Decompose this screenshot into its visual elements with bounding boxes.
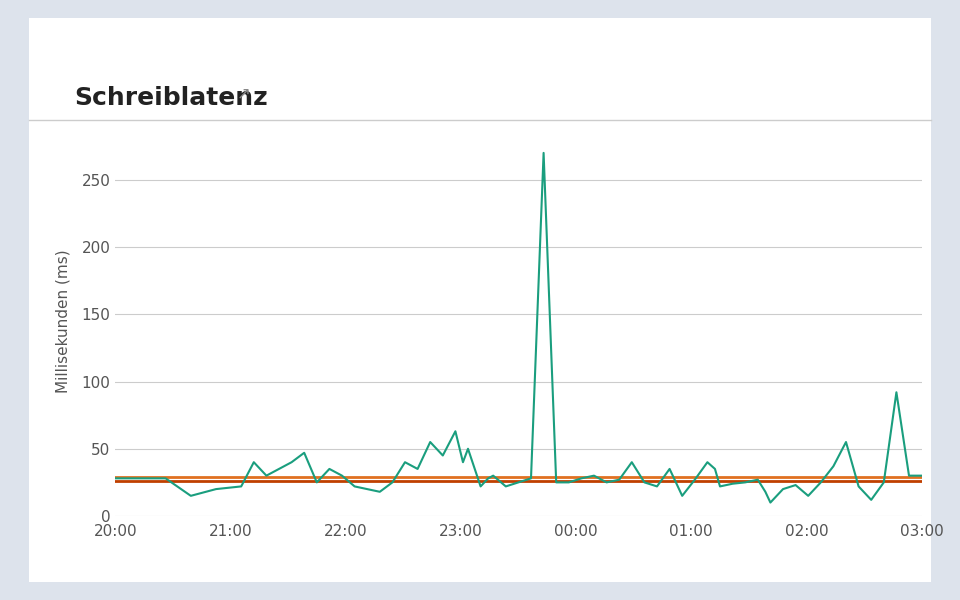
Text: ↗: ↗ <box>236 84 251 102</box>
Text: Schreiblatenz: Schreiblatenz <box>74 86 268 110</box>
FancyBboxPatch shape <box>20 13 940 587</box>
Y-axis label: Millisekunden (ms): Millisekunden (ms) <box>56 249 70 393</box>
